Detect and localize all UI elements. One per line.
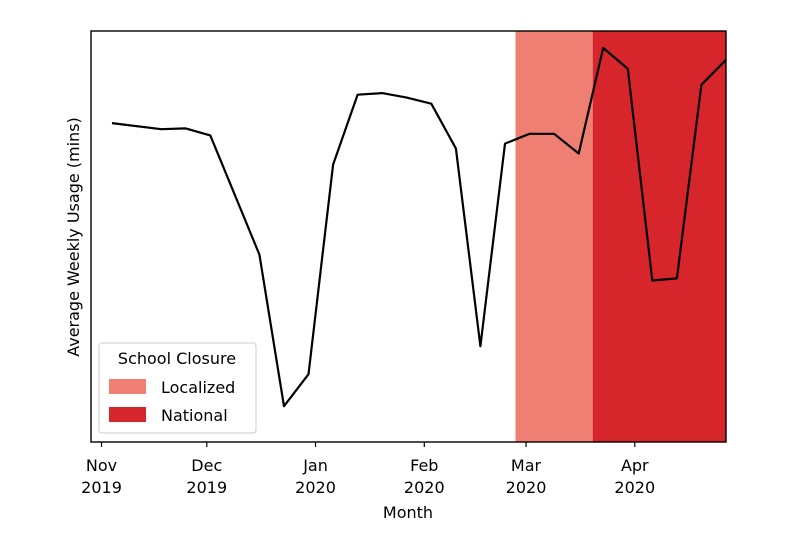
shaded-regions: [515, 31, 726, 442]
legend-swatch-localized: [109, 379, 146, 394]
legend-swatch-national: [109, 407, 146, 422]
shaded-region-national: [592, 31, 726, 442]
x-tick-label: Dec 2019: [186, 456, 227, 497]
x-tick-label: Nov 2019: [81, 456, 122, 497]
x-tick-label: Mar 2020: [506, 456, 547, 497]
shaded-region-localized: [515, 31, 593, 442]
legend-label-national: National: [161, 406, 228, 425]
legend-title: School Closure: [118, 349, 236, 368]
x-axis-label: Month: [383, 503, 433, 522]
legend: School Closure Localized National: [98, 342, 257, 434]
plot-frame: [90, 30, 727, 443]
x-axis-ticks: Nov 2019 Dec 2019 Jan 2020 Feb 2020 Mar 2020 Apr 20…: [81, 442, 655, 497]
x-tick-label: Jan 2020: [295, 456, 336, 497]
legend-label-localized: Localized: [161, 378, 235, 397]
usage-line: [111, 46, 727, 408]
y-axis-label: Average Weekly Usage (mins): [64, 117, 83, 357]
x-tick-label: Apr 2020: [614, 456, 655, 497]
x-tick-label: Feb 2020: [404, 456, 445, 497]
